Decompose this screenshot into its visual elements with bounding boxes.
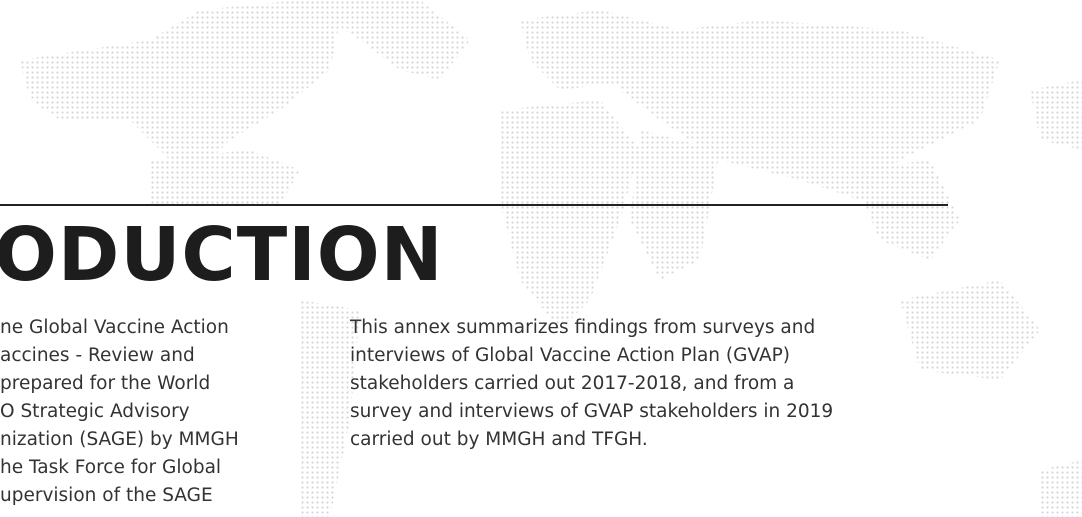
- text-line: This annex summarizes findings from surv…: [350, 317, 816, 338]
- text-line: survey and interviews of GVAP stakeholde…: [350, 401, 834, 422]
- text-line: O Strategic Advisory: [0, 401, 190, 422]
- text-line: interviews of Global Vaccine Action Plan…: [350, 345, 790, 366]
- text-line: stakeholders carried out 2017-2018, and …: [350, 373, 795, 394]
- text-line: he Task Force for Global: [0, 457, 222, 478]
- section-heading: ODUCTION: [0, 212, 444, 298]
- horizontal-rule: [0, 204, 948, 206]
- text-line: upervision of the SAGE: [0, 485, 213, 506]
- text-line: nization (SAGE) by MMGH: [0, 429, 239, 450]
- text-line: carried out by MMGH and TFGH.: [350, 429, 648, 450]
- text-line: prepared for the World: [0, 373, 211, 394]
- left-column: ne Global Vaccine Action accines - Revie…: [0, 314, 239, 510]
- text-line: accines - Review and: [0, 345, 195, 366]
- right-column: This annex summarizes findings from surv…: [350, 314, 833, 454]
- text-line: ne Global Vaccine Action: [0, 317, 229, 338]
